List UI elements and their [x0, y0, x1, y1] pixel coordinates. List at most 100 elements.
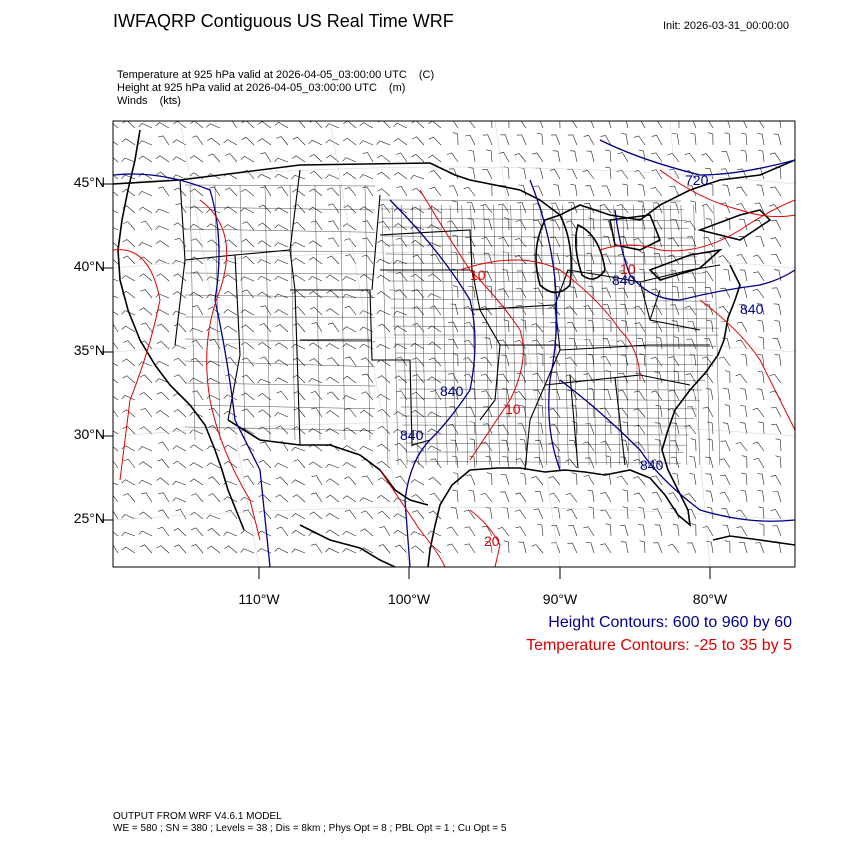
wind-barb: [113, 395, 119, 401]
wind-barb: [757, 319, 765, 333]
wind-barb: [468, 489, 476, 503]
wind-barb: [531, 544, 544, 554]
wind-barb: [223, 394, 238, 401]
wind-barb: [155, 259, 170, 265]
wind-barb: [515, 220, 527, 231]
wind-barb: [379, 526, 391, 537]
wind-barb: [601, 287, 612, 299]
wind-barb: [327, 357, 340, 367]
temperature-label: 10: [470, 267, 486, 283]
wind-barb: [241, 374, 255, 384]
wind-barb: [223, 172, 238, 180]
wind-barb: [583, 305, 595, 316]
wind-barb: [588, 285, 595, 299]
wind-barb: [618, 270, 629, 282]
wind-barb: [190, 188, 204, 197]
wind-barb: [653, 542, 663, 554]
wind-barb: [139, 392, 153, 401]
wind-barb: [189, 291, 204, 299]
wind-barb: [568, 338, 578, 350]
wind-barb: [361, 254, 374, 265]
wind-barb: [257, 240, 272, 248]
wind-barb: [377, 171, 391, 180]
wind-barb: [376, 359, 391, 367]
wind-barb: [345, 254, 357, 265]
wind-barb: [571, 472, 578, 486]
wind-barb: [515, 287, 527, 299]
wind-barb: [708, 183, 714, 197]
wind-barb: [486, 149, 493, 163]
wind-barb: [706, 506, 714, 520]
wind-barb: [223, 531, 238, 537]
wind-barb: [429, 170, 442, 180]
wind-barb: [113, 174, 119, 180]
wind-barb: [727, 121, 731, 129]
temperature-contours: [113, 169, 795, 567]
wind-barb: [206, 223, 221, 231]
wind-barb: [743, 121, 748, 129]
wind-barb: [565, 356, 578, 367]
wind-barb: [156, 477, 170, 486]
wind-barb: [206, 462, 221, 469]
wind-barb: [722, 422, 731, 435]
wind-barb: [223, 274, 238, 282]
wind-barb: [257, 291, 272, 299]
longitude-label: 90°W: [542, 591, 578, 607]
wind-barb: [516, 134, 527, 146]
wind-barb: [138, 361, 153, 367]
wind-barb: [257, 121, 272, 129]
wind-barb: [600, 135, 612, 146]
wind-barb: [428, 477, 442, 486]
wind-barb: [514, 237, 527, 248]
wind-barb: [772, 491, 782, 503]
wind-barb: [293, 323, 306, 333]
wind-barb: [291, 257, 306, 265]
wind-barb: [702, 271, 714, 282]
wind-barb: [394, 375, 408, 384]
wind-barb: [722, 524, 731, 537]
wind-barb: [718, 306, 731, 316]
wind-barb: [192, 271, 204, 282]
wind-barb: [518, 167, 527, 180]
wind-barb: [773, 133, 782, 146]
wind-barb: [565, 306, 578, 316]
wind-barb: [638, 524, 646, 537]
wind-barb: [393, 343, 408, 350]
wind-barb: [157, 459, 170, 469]
wind-barb: [616, 475, 629, 486]
wind-barb: [123, 221, 136, 231]
wind-barb: [257, 378, 272, 384]
wind-barb: [428, 136, 442, 146]
wind-barb: [308, 256, 323, 265]
wind-barb: [208, 493, 221, 503]
wind-barb: [774, 320, 782, 333]
wind-barb: [376, 274, 391, 282]
wind-barb: [582, 169, 595, 180]
wind-barb: [325, 513, 340, 520]
wind-barb: [548, 492, 561, 503]
wind-barb: [113, 531, 119, 537]
wind-barb: [566, 321, 578, 333]
wind-barb: [673, 336, 680, 350]
wind-barb: [452, 200, 459, 214]
longitude-label: 100°W: [387, 591, 431, 607]
wind-barb: [446, 220, 459, 231]
longitude-label: 110°W: [238, 591, 280, 607]
wind-barb: [480, 203, 493, 214]
wind-barb: [274, 207, 289, 214]
wind-barb: [342, 548, 357, 554]
wind-barb: [190, 511, 204, 520]
wind-barb: [206, 514, 221, 520]
wind-barb: [138, 461, 153, 469]
wind-barb: [427, 206, 442, 214]
wind-barb: [325, 174, 340, 180]
wind-barb: [377, 188, 391, 197]
temperature-label: 20: [484, 533, 500, 549]
wind-barb: [566, 220, 578, 231]
wind-barb: [668, 356, 680, 367]
wind-barb: [590, 121, 595, 129]
wind-barb: [258, 494, 272, 503]
wind-barb: [223, 139, 238, 146]
field-label: Winds: [117, 95, 148, 107]
wind-barb: [192, 305, 204, 316]
